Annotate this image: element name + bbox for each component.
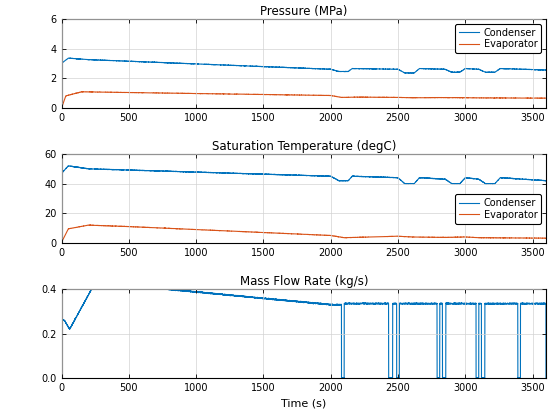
Evaporator	[426, 235, 433, 240]
Evaporator	[516, 96, 523, 101]
Evaporator	[426, 95, 433, 100]
Condenser	[543, 68, 549, 73]
Condenser	[516, 176, 523, 181]
Evaporator	[412, 234, 419, 239]
Evaporator	[287, 92, 294, 97]
Condenser	[412, 179, 419, 184]
Evaporator	[223, 92, 230, 97]
Evaporator	[85, 223, 92, 228]
Condenser	[543, 178, 549, 183]
Evaporator	[287, 231, 294, 236]
Legend: Condenser, Evaporator: Condenser, Evaporator	[455, 194, 541, 224]
Condenser	[66, 55, 72, 60]
Condenser	[405, 71, 412, 76]
Evaporator	[58, 105, 65, 110]
Condenser	[412, 69, 419, 74]
Evaporator	[58, 240, 65, 245]
Condenser	[58, 171, 65, 176]
Condenser	[426, 176, 433, 181]
Condenser	[451, 181, 458, 186]
Evaporator	[516, 236, 523, 241]
Condenser	[522, 67, 529, 72]
Evaporator	[522, 236, 529, 241]
Line: Condenser: Condenser	[62, 166, 546, 184]
Title: Saturation Temperature (degC): Saturation Temperature (degC)	[212, 140, 396, 153]
Condenser	[65, 163, 72, 168]
Condenser	[223, 63, 230, 68]
Legend: Condenser, Evaporator: Condenser, Evaporator	[455, 24, 541, 53]
Evaporator	[223, 228, 230, 234]
X-axis label: Time (s): Time (s)	[281, 399, 326, 408]
Line: Evaporator: Evaporator	[62, 225, 546, 242]
Condenser	[287, 173, 294, 178]
Condenser	[516, 67, 523, 72]
Line: Condenser: Condenser	[62, 58, 546, 73]
Condenser	[223, 171, 230, 176]
Condenser	[426, 66, 433, 71]
Condenser	[58, 61, 65, 66]
Condenser	[522, 177, 529, 182]
Evaporator	[543, 236, 549, 241]
Title: Pressure (MPa): Pressure (MPa)	[260, 5, 348, 18]
Title: Mass Flow Rate (kg/s): Mass Flow Rate (kg/s)	[240, 275, 368, 288]
Evaporator	[522, 95, 529, 100]
Evaporator	[543, 96, 549, 101]
Evaporator	[412, 95, 419, 100]
Condenser	[287, 65, 294, 70]
Evaporator	[79, 89, 86, 94]
Line: Evaporator: Evaporator	[62, 92, 546, 108]
